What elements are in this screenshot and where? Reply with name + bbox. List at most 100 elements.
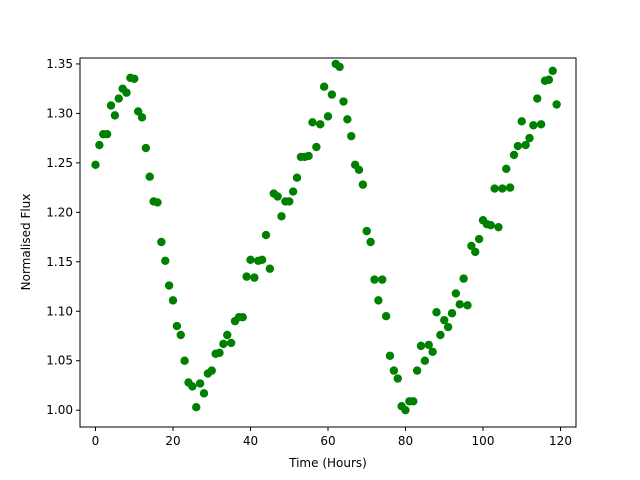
data-point	[199, 389, 209, 398]
data-point	[432, 308, 441, 317]
data-point	[412, 366, 422, 375]
x-tick-label: 20	[165, 434, 180, 448]
data-point	[161, 256, 170, 265]
data-point	[339, 97, 348, 106]
x-tick-label: 0	[92, 434, 100, 448]
data-point	[471, 247, 480, 257]
data-point	[420, 356, 430, 365]
data-point	[323, 112, 333, 121]
data-point	[451, 289, 461, 298]
data-point	[459, 274, 468, 283]
data-point	[292, 173, 302, 182]
data-point	[207, 366, 216, 375]
data-point	[536, 120, 546, 129]
data-point	[261, 230, 271, 240]
y-axis-label: Normalised Flux	[19, 194, 33, 291]
data-point	[95, 140, 104, 150]
data-point	[223, 330, 232, 340]
y-axis-ticks: 1.00 1.05 1.10 1.15 1.20 1.25 1.30 1.35	[46, 57, 80, 417]
data-point	[381, 312, 391, 321]
data-point	[106, 101, 116, 110]
data-point	[273, 192, 282, 201]
data-point	[277, 212, 286, 221]
x-tick-label: 80	[398, 434, 413, 448]
data-point	[474, 234, 484, 244]
data-point	[436, 330, 445, 340]
data-point	[102, 129, 112, 139]
data-point	[401, 405, 410, 415]
data-point	[91, 160, 100, 170]
data-point	[180, 356, 189, 365]
data-point	[358, 180, 368, 189]
data-point	[393, 374, 402, 383]
data-point	[192, 403, 201, 412]
data-point	[246, 255, 255, 265]
y-tick-label: 1.30	[46, 106, 73, 120]
data-point	[316, 120, 325, 129]
data-point	[168, 296, 178, 305]
y-tick-label: 1.10	[46, 304, 73, 318]
data-point	[521, 140, 530, 150]
data-point	[219, 339, 228, 349]
data-point	[370, 275, 379, 284]
data-point	[513, 141, 523, 151]
data-point	[188, 382, 197, 391]
data-point	[347, 131, 356, 141]
data-point	[114, 94, 123, 103]
data-point	[226, 338, 236, 348]
x-tick-label: 60	[320, 434, 335, 448]
data-point	[533, 94, 542, 103]
data-point	[529, 121, 538, 130]
data-point	[389, 366, 399, 375]
data-point	[195, 379, 205, 388]
data-point	[343, 115, 352, 124]
data-point	[385, 351, 395, 360]
y-tick-label: 1.20	[46, 205, 73, 219]
data-point	[335, 62, 344, 72]
data-point	[548, 66, 557, 76]
data-point	[494, 222, 503, 232]
data-point	[327, 90, 337, 99]
data-point	[354, 165, 364, 174]
data-point	[238, 312, 247, 322]
data-point	[137, 113, 147, 122]
data-point	[308, 118, 317, 127]
y-tick-label: 1.05	[46, 354, 73, 368]
data-point	[250, 273, 259, 282]
data-point	[362, 226, 371, 236]
data-point	[517, 117, 526, 126]
data-point	[242, 272, 251, 281]
data-point	[141, 143, 151, 153]
data-point	[312, 142, 321, 152]
data-point	[416, 341, 426, 351]
data-point	[490, 184, 499, 193]
x-tick-label: 40	[243, 434, 258, 448]
data-point	[145, 172, 154, 181]
data-point	[319, 82, 329, 91]
data-point	[133, 107, 143, 116]
data-point	[176, 330, 185, 340]
data-point	[409, 397, 418, 406]
y-tick-label: 1.25	[46, 156, 73, 170]
data-point	[157, 237, 166, 247]
data-point	[288, 187, 298, 196]
data-point	[304, 151, 313, 161]
data-point	[467, 241, 476, 251]
data-point	[440, 315, 449, 325]
data-point	[130, 74, 139, 83]
data-point	[374, 296, 383, 305]
x-axis-label: Time (Hours)	[288, 456, 367, 470]
y-tick-label: 1.00	[46, 403, 73, 417]
x-axis-ticks: 0 20 40 60 80 100 120	[92, 427, 572, 448]
data-point	[552, 100, 561, 109]
data-point	[544, 75, 554, 84]
data-point	[153, 198, 162, 207]
data-point	[172, 321, 182, 331]
data-point	[486, 220, 495, 230]
data-points	[91, 59, 561, 415]
data-point	[525, 133, 534, 143]
x-tick-label: 100	[472, 434, 495, 448]
x-tick-label: 120	[549, 434, 572, 448]
data-point	[110, 111, 120, 120]
